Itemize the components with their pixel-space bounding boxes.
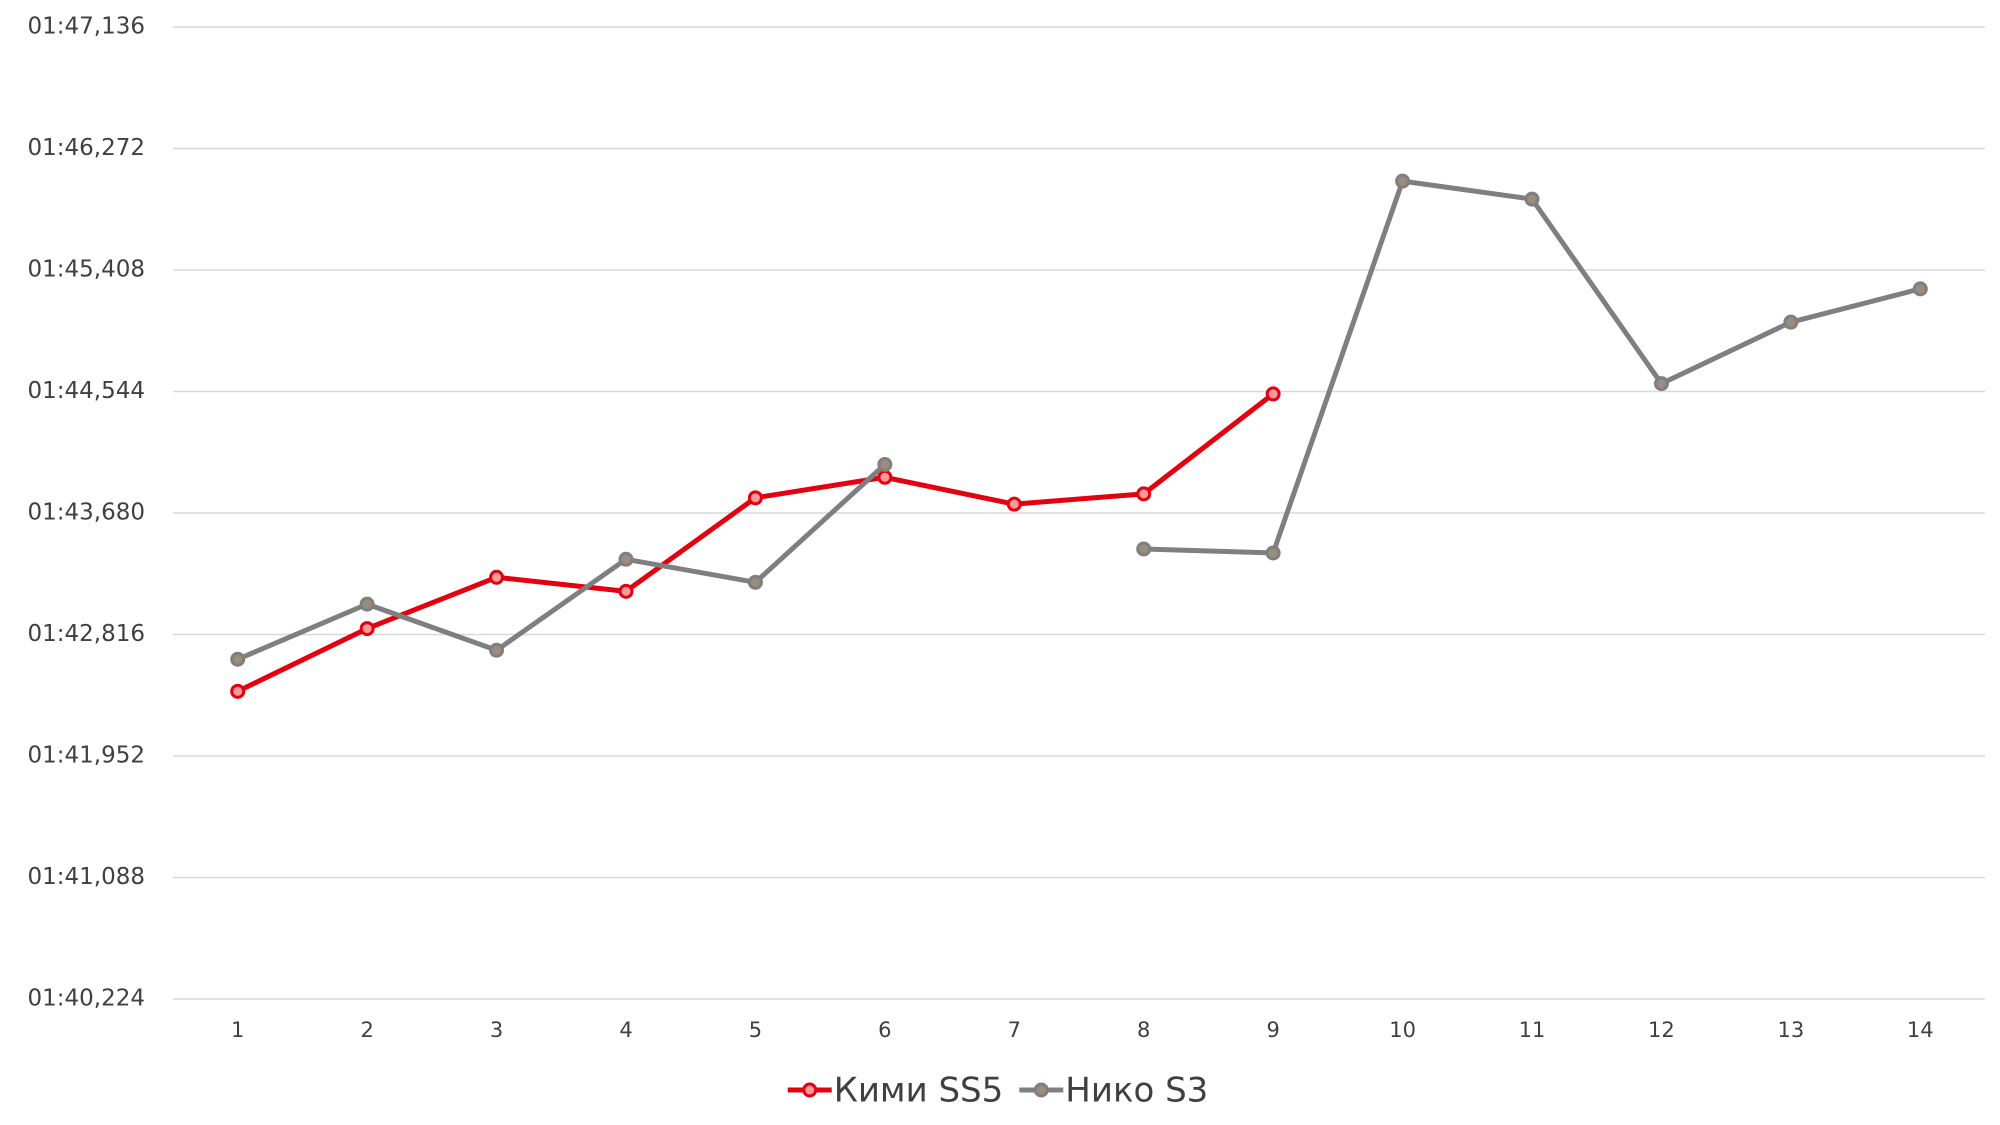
x-tick-label: 13	[1777, 1018, 1804, 1042]
x-tick-label: 4	[619, 1018, 632, 1042]
y-tick-label: 01:41,952	[28, 743, 146, 769]
legend-label: Кими SS5	[834, 1071, 1004, 1111]
y-tick-label: 01:41,088	[28, 864, 146, 890]
legend-label: Нико S3	[1065, 1071, 1208, 1111]
data-point	[877, 469, 893, 485]
y-tick-label: 01:45,408	[28, 257, 146, 283]
x-tick-label: 10	[1389, 1018, 1416, 1042]
data-point	[359, 621, 375, 637]
data-point	[747, 574, 763, 590]
x-tick-label: 14	[1907, 1018, 1934, 1042]
data-point	[1783, 314, 1799, 330]
data-point	[747, 490, 763, 506]
x-tick-label: 1	[231, 1018, 244, 1042]
x-tick-label: 3	[490, 1018, 503, 1042]
data-point	[230, 683, 246, 699]
x-tick-label: 5	[749, 1018, 762, 1042]
data-point	[1395, 173, 1411, 189]
data-point	[1136, 486, 1152, 502]
data-point	[618, 583, 634, 599]
data-point	[1265, 545, 1281, 561]
data-point	[1912, 281, 1928, 297]
legend-marker	[1033, 1082, 1049, 1098]
x-tick-label: 6	[878, 1018, 891, 1042]
data-point	[1653, 376, 1669, 392]
data-point	[489, 569, 505, 585]
data-point	[1524, 191, 1540, 207]
series-line	[236, 391, 1275, 694]
data-point	[359, 596, 375, 612]
data-point	[489, 642, 505, 658]
y-tick-label: 01:43,680	[28, 500, 146, 526]
x-tick-label: 11	[1519, 1018, 1546, 1042]
y-tick-label: 01:40,224	[28, 986, 146, 1012]
series-line	[236, 178, 1921, 662]
x-tick-label: 12	[1648, 1018, 1675, 1042]
y-tick-label: 01:44,544	[28, 378, 146, 404]
legend: Кими SS5 Нико S3	[787, 1071, 1208, 1111]
x-tick-label: 9	[1266, 1018, 1279, 1042]
data-point	[230, 651, 246, 667]
legend-marker	[802, 1082, 818, 1098]
x-tick-label: 7	[1008, 1018, 1021, 1042]
x-tick-label: 8	[1137, 1018, 1150, 1042]
y-tick-label: 01:46,272	[28, 135, 146, 161]
y-tick-label: 01:47,136	[28, 14, 146, 40]
data-point	[1136, 541, 1152, 557]
data-point	[618, 551, 634, 567]
data-point	[1006, 496, 1022, 512]
y-tick-label: 01:42,816	[28, 621, 146, 647]
data-point	[1265, 386, 1281, 402]
data-point	[877, 456, 893, 472]
x-tick-label: 2	[360, 1018, 373, 1042]
